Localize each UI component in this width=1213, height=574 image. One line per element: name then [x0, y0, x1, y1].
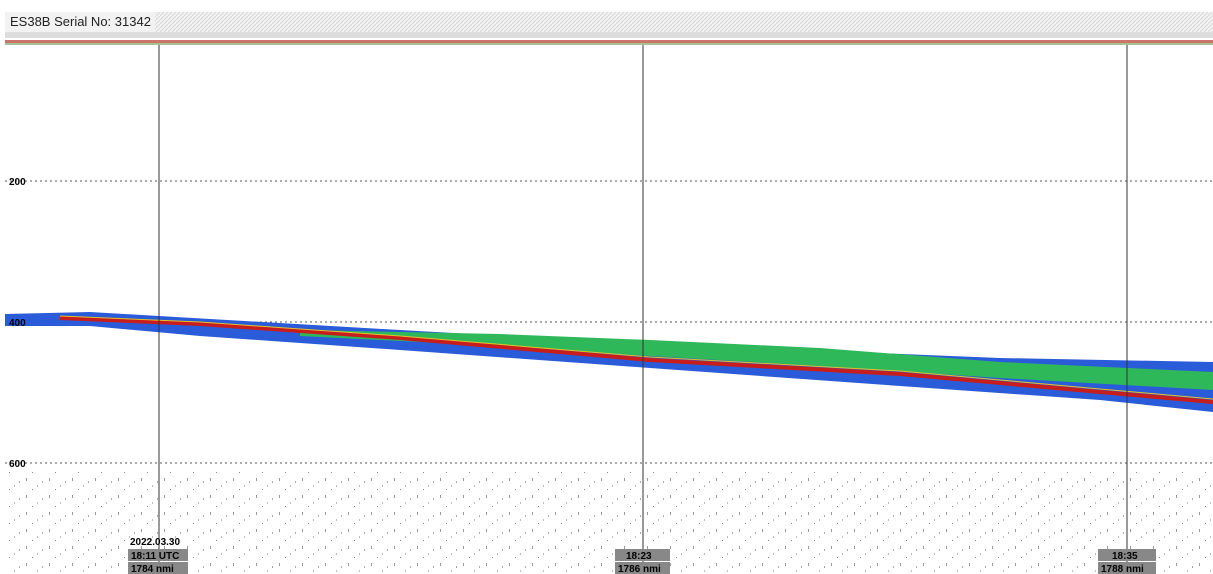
marker-distance: 1784 nmi — [131, 564, 174, 574]
marker-time: 18:23 — [626, 551, 652, 562]
title: ES38B Serial No: 31342 — [10, 14, 151, 29]
marker-time: 18:35 — [1112, 551, 1138, 562]
marker-distance: 1788 nmi — [1101, 564, 1144, 574]
depth-label: 600 — [9, 459, 26, 470]
bottom-line — [59, 316, 1213, 404]
tag-bg — [128, 562, 188, 574]
tag-bg — [1098, 549, 1156, 561]
surface-band-2 — [5, 43, 1213, 45]
marker-date: 2022.03.30 — [130, 537, 180, 548]
echo-green — [300, 330, 1213, 390]
depth-label: 200 — [9, 177, 26, 188]
title-bar — [5, 12, 1213, 32]
bottom-edge — [59, 315, 1213, 400]
surface-band — [5, 40, 1213, 43]
echo-blue — [5, 312, 1213, 412]
title-bg — [5, 12, 155, 32]
marker-distance: 1786 nmi — [618, 564, 661, 574]
marker-time: 18:11 UTC — [131, 551, 179, 562]
tag-bg — [615, 549, 670, 561]
noise — [5, 470, 1213, 574]
depth-label: 400 — [9, 318, 26, 329]
title-border — [5, 32, 1213, 38]
tag-bg — [615, 562, 670, 574]
tag-bg — [1098, 562, 1156, 574]
tag-bg — [128, 549, 188, 561]
